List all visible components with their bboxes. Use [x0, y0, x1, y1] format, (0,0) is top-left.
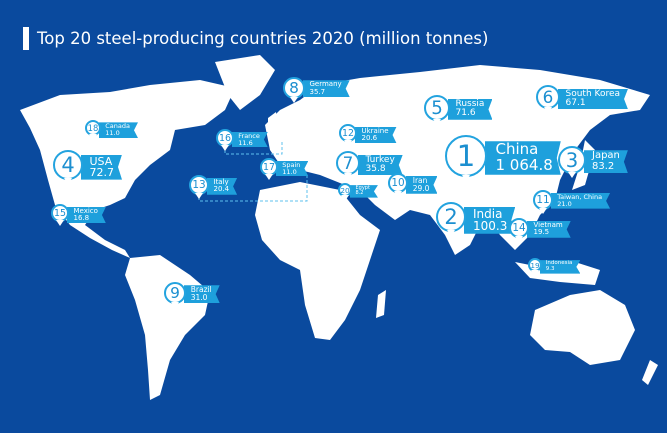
country-name: Mexico — [73, 206, 98, 215]
page-title: Top 20 steel-producing countries 2020 (m… — [37, 29, 489, 48]
country-name: Turkey — [365, 154, 395, 165]
france-leader — [224, 140, 283, 155]
country-name: Russia — [455, 98, 485, 109]
country-value: 31.0 — [190, 293, 208, 303]
country-label: Spain 11.0 — [276, 161, 308, 177]
country-name: Italy — [213, 178, 229, 186]
country-name: Canada — [105, 122, 130, 131]
rank-badge: 7 — [336, 151, 360, 179]
rank-badge: 13 — [189, 175, 209, 199]
africa — [255, 182, 380, 340]
country-value: 16.8 — [73, 214, 90, 223]
country-name: Germany — [309, 80, 342, 89]
country-label: Japan 83.2 — [584, 150, 628, 173]
country-value: 100.3 — [473, 219, 508, 234]
rank-badge: 11 — [533, 190, 553, 214]
new-zealand — [642, 360, 658, 385]
country-value: 29.0 — [412, 183, 430, 193]
australia — [530, 290, 635, 365]
rank-badge: 17 — [260, 158, 278, 180]
rank-badge: 12 — [339, 124, 357, 146]
country-name: Iran — [412, 176, 428, 185]
country-label: China 1 064.8 — [485, 141, 561, 175]
country-name: Spain — [282, 160, 301, 169]
country-value: 11.6 — [238, 138, 253, 147]
country-value: 20.4 — [213, 185, 230, 194]
rank-badge: 1 — [445, 135, 487, 181]
country-label: Egypt 8.2 — [350, 185, 378, 198]
country-name: Indonesia — [545, 260, 573, 267]
north-america — [20, 80, 235, 258]
country-label: Germany 35.7 — [303, 80, 350, 97]
country-value: 71.6 — [455, 108, 476, 119]
greenland — [215, 55, 275, 110]
country-label: Turkey 35.8 — [358, 155, 403, 176]
uk — [268, 112, 279, 138]
country-name: France — [238, 131, 260, 140]
rank-badge: 20 — [338, 183, 352, 201]
country-label: Vietnam 19.5 — [527, 221, 571, 238]
country-label: Ukraine 20.6 — [355, 127, 397, 144]
country-name: Japan — [592, 150, 620, 162]
rank-badge: 10 — [388, 173, 408, 197]
country-label: Iran 29.0 — [406, 176, 437, 194]
rank-badge: 2 — [436, 202, 466, 236]
rank-badge: 6 — [536, 85, 560, 113]
rank-badge: 8 — [283, 77, 305, 103]
title-accent — [23, 27, 29, 50]
country-value: 19.5 — [533, 228, 550, 237]
country-name: South Korea — [565, 88, 621, 99]
country-label: Italy 20.4 — [207, 178, 237, 195]
country-name: Vietnam — [533, 221, 563, 229]
rank-badge: 3 — [558, 146, 586, 178]
country-value: 8.2 — [355, 190, 364, 197]
country-label: Brazil 31.0 — [184, 285, 220, 303]
rank-badge: 5 — [424, 95, 450, 125]
country-name: USA — [89, 154, 113, 168]
country-name: China — [495, 140, 539, 159]
country-value: 21.0 — [557, 199, 572, 208]
country-value: 72.7 — [89, 166, 114, 180]
rank-badge: 18 — [85, 120, 101, 140]
country-label: Taiwan, China 21.0 — [551, 193, 610, 209]
country-value: 11.0 — [105, 129, 120, 138]
rank-badge: 15 — [51, 204, 69, 226]
country-label: France 11.6 — [232, 132, 268, 148]
country-name: Taiwan, China — [557, 193, 603, 201]
madagascar — [376, 290, 386, 318]
rank-badge: 19 — [528, 258, 542, 276]
country-value: 83.2 — [592, 160, 615, 172]
country-value: 9.3 — [545, 265, 555, 272]
rank-badge: 9 — [164, 282, 186, 308]
rank-badge: 16 — [216, 129, 234, 151]
country-value: 35.7 — [309, 87, 326, 96]
country-value: 35.8 — [365, 164, 386, 175]
country-label: Mexico 16.8 — [67, 207, 106, 224]
country-name: Brazil — [190, 285, 212, 295]
country-label: South Korea 67.1 — [558, 89, 628, 110]
country-label: USA 72.7 — [81, 155, 122, 180]
italy-leader — [198, 175, 308, 202]
country-label: Indonesia 9.3 — [540, 260, 580, 274]
leader-lines — [198, 140, 308, 202]
country-name: Egypt — [355, 185, 370, 192]
rank-badge: 14 — [509, 218, 529, 242]
country-value: 67.1 — [565, 98, 586, 109]
rank-badge: 4 — [53, 150, 83, 184]
south-america — [125, 255, 210, 400]
country-name: Ukraine — [361, 126, 389, 135]
country-value: 11.0 — [282, 167, 297, 176]
country-value: 1 064.8 — [495, 156, 553, 175]
country-value: 20.6 — [361, 134, 378, 143]
country-name: India — [473, 206, 503, 221]
country-label: Canada 11.0 — [99, 122, 138, 138]
country-label: India 100.3 — [464, 207, 515, 234]
country-label: Russia 71.6 — [448, 99, 492, 120]
